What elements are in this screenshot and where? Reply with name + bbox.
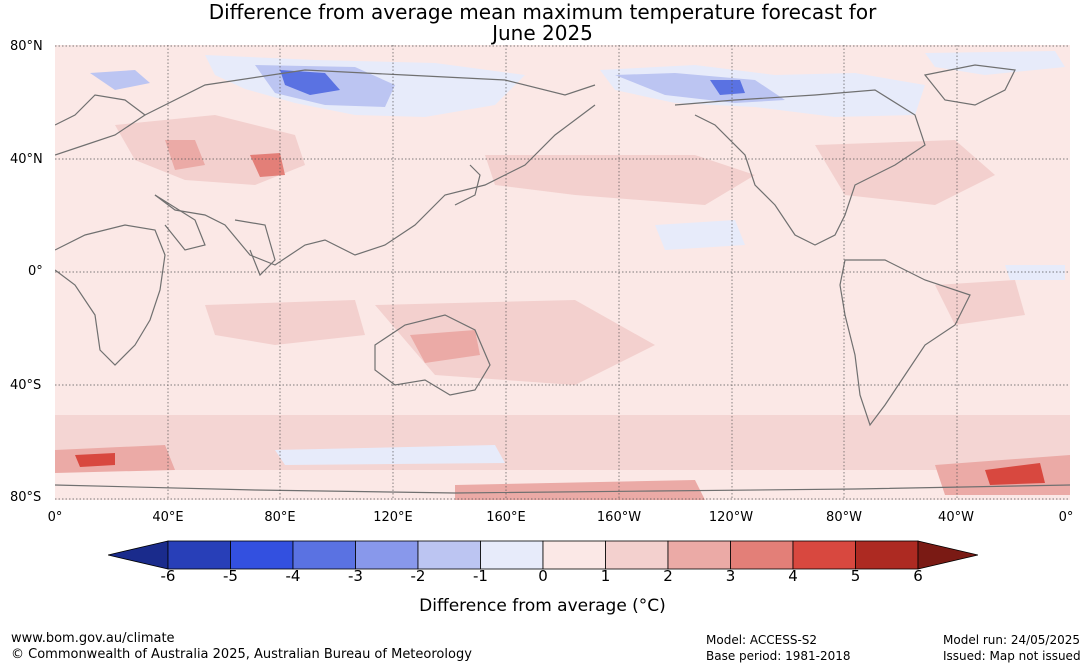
colorbar-segment bbox=[605, 540, 669, 570]
lat-label-40s: 40°S bbox=[10, 378, 42, 393]
colorbar-segment bbox=[792, 540, 856, 570]
colorbar-tick-label: 3 bbox=[725, 567, 736, 585]
lon-label-80w: 80°W bbox=[826, 510, 862, 525]
colorbar-tick-label: 2 bbox=[663, 567, 673, 585]
colorbar-tick-label: 1 bbox=[600, 567, 611, 585]
warm-region-caspian bbox=[165, 140, 205, 170]
colorbar-segment bbox=[542, 540, 606, 570]
footer-website: www.bom.gov.au/climate bbox=[11, 631, 175, 646]
colorbar-segment bbox=[667, 540, 731, 570]
coastline-arabia bbox=[154, 194, 206, 251]
coastline-europe bbox=[55, 94, 147, 156]
colorbar-segment bbox=[730, 540, 794, 570]
colorbar-tick-label: 4 bbox=[788, 567, 798, 585]
colorbar-tick-label: -1 bbox=[473, 567, 488, 585]
colorbar-tick-label: 5 bbox=[850, 567, 861, 585]
lat-label-80n: 80°N bbox=[10, 39, 43, 54]
colorbar-segment bbox=[355, 540, 419, 570]
colorbar-tick-label: 0 bbox=[538, 567, 548, 585]
footer-issued: Issued: Map not issued bbox=[943, 649, 1081, 663]
colorbar-segment bbox=[855, 540, 919, 570]
footer-model: Model: ACCESS-S2 bbox=[706, 633, 818, 647]
coastline-north-america bbox=[674, 89, 926, 246]
footer-copyright: © Commonwealth of Australia 2025, Austra… bbox=[11, 647, 472, 662]
graticule bbox=[55, 45, 1070, 500]
colorbar-tick-label: -6 bbox=[160, 567, 176, 585]
coastlines bbox=[55, 64, 1070, 494]
forecast-anomaly-map bbox=[55, 45, 1070, 500]
cool-region-n-atlantic bbox=[925, 51, 1065, 75]
lon-label-80e: 80°E bbox=[264, 510, 296, 525]
map-title-line-2: June 2025 bbox=[492, 21, 593, 45]
footer-model-run: Model run: 24/05/2025 bbox=[943, 633, 1081, 647]
colorbar bbox=[108, 540, 978, 570]
coastline-south-america bbox=[839, 259, 971, 427]
warm-region-australia bbox=[410, 330, 480, 363]
warm-region-indian-ocean bbox=[205, 300, 365, 345]
colorbar-segment bbox=[292, 540, 356, 570]
colorbar-extend-low bbox=[108, 540, 169, 570]
coastline-greenland bbox=[923, 64, 1016, 106]
warm-band-southern-ocean bbox=[55, 415, 1070, 470]
colorbar-tick-label: -2 bbox=[410, 567, 426, 585]
colorbar-segment bbox=[417, 540, 481, 570]
coastline-antarctica bbox=[55, 484, 1070, 494]
map-title-line-1: Difference from average mean maximum tem… bbox=[208, 0, 877, 24]
warm-core-weddell bbox=[985, 463, 1045, 485]
colorbar-segment bbox=[167, 540, 231, 570]
cool-region-siberia-strong bbox=[280, 70, 340, 95]
footer-base-period: Base period: 1981-2018 bbox=[706, 649, 851, 663]
coastline-india bbox=[234, 219, 276, 277]
cool-region-alaska-strong bbox=[710, 80, 745, 95]
lat-label-equator: 0° bbox=[28, 264, 43, 279]
colorbar-tick-label: 6 bbox=[913, 567, 923, 585]
cool-region-alaska-core bbox=[615, 73, 785, 103]
lon-label-0-right: 0° bbox=[1058, 510, 1074, 525]
colorbar-segment bbox=[230, 540, 294, 570]
coastline-asia bbox=[144, 69, 596, 266]
warm-region-n-america bbox=[815, 140, 995, 205]
lat-label-80s: 80°S bbox=[10, 490, 42, 505]
warm-region-s-pacific bbox=[375, 300, 655, 385]
colorbar-segment bbox=[480, 540, 544, 570]
colorbar-label: Difference from average (°C) bbox=[419, 596, 666, 616]
colorbar-tick-label: -3 bbox=[348, 567, 363, 585]
cool-region-e-pacific bbox=[655, 220, 745, 250]
lon-label-120w: 120°W bbox=[708, 510, 754, 525]
warm-region-antarctic-coast bbox=[455, 480, 705, 500]
lon-label-40w: 40°W bbox=[938, 510, 974, 525]
cool-region-scandinavia bbox=[90, 70, 150, 90]
cool-region-tropical-atlantic bbox=[1005, 265, 1065, 280]
coastline-africa bbox=[55, 224, 166, 366]
coastline-japan bbox=[454, 164, 481, 206]
coastline-australia bbox=[374, 314, 491, 396]
warm-core-s-africa-ocean bbox=[75, 453, 115, 467]
lon-label-160e: 160°E bbox=[486, 510, 526, 525]
lon-label-120e: 120°E bbox=[373, 510, 413, 525]
lat-label-40n: 40°N bbox=[10, 152, 43, 167]
lon-label-160w: 160°W bbox=[596, 510, 642, 525]
lon-label-40e: 40°E bbox=[152, 510, 184, 525]
anomaly-fields bbox=[55, 51, 1070, 500]
colorbar-tick-label: -5 bbox=[223, 567, 238, 585]
colorbar-tick-label: -4 bbox=[285, 567, 301, 585]
colorbar-extend-high bbox=[917, 540, 978, 570]
warm-region-n-pacific bbox=[485, 155, 755, 205]
cool-band-s-indian-ocean bbox=[275, 445, 505, 465]
lon-label-0-left: 0° bbox=[47, 510, 63, 525]
